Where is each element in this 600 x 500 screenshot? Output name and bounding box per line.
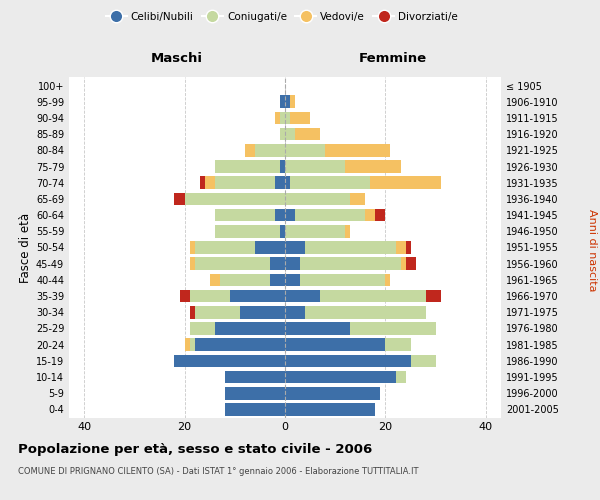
Bar	[225, 387, 285, 400]
Bar	[305, 306, 425, 318]
Legend: Celibi/Nubili, Coniugati/e, Vedovi/e, Divorziati/e: Celibi/Nubili, Coniugati/e, Vedovi/e, Di…	[101, 8, 463, 26]
Bar	[230, 290, 285, 302]
Bar	[255, 241, 285, 254]
Bar	[220, 274, 270, 286]
Bar	[280, 225, 285, 237]
Bar	[285, 112, 290, 124]
Bar	[215, 176, 275, 189]
Bar	[190, 258, 194, 270]
Bar	[190, 290, 230, 302]
Bar	[395, 370, 406, 384]
Bar	[175, 192, 185, 205]
Text: Anni di nascita: Anni di nascita	[587, 209, 597, 291]
Bar	[190, 322, 215, 335]
Bar	[275, 112, 280, 124]
Bar	[285, 96, 290, 108]
Bar	[285, 387, 380, 400]
Text: COMUNE DI PRIGNANO CILENTO (SA) - Dati ISTAT 1° gennaio 2006 - Elaborazione TUTT: COMUNE DI PRIGNANO CILENTO (SA) - Dati I…	[18, 468, 419, 476]
Bar	[365, 209, 376, 222]
Bar	[285, 290, 320, 302]
Bar	[285, 144, 325, 156]
Bar	[290, 176, 370, 189]
Bar	[280, 128, 285, 140]
Bar	[285, 338, 385, 351]
Bar	[225, 403, 285, 415]
Bar	[350, 322, 436, 335]
Bar	[395, 241, 406, 254]
Bar	[290, 96, 295, 108]
Bar	[300, 274, 385, 286]
Bar	[285, 225, 345, 237]
Bar	[345, 225, 350, 237]
Bar	[190, 241, 194, 254]
Bar	[194, 241, 255, 254]
Bar	[185, 192, 285, 205]
Bar	[190, 306, 194, 318]
Bar	[290, 112, 310, 124]
Bar	[285, 322, 350, 335]
Bar	[225, 370, 285, 384]
Bar	[295, 209, 365, 222]
Bar	[190, 338, 194, 351]
Bar	[285, 306, 305, 318]
Bar	[194, 338, 285, 351]
Bar	[215, 322, 285, 335]
Bar	[240, 306, 285, 318]
Bar	[285, 192, 350, 205]
Bar	[285, 209, 295, 222]
Bar	[280, 96, 285, 108]
Bar	[401, 258, 406, 270]
Bar	[285, 176, 290, 189]
Bar	[200, 176, 205, 189]
Bar	[350, 192, 365, 205]
Bar	[205, 176, 215, 189]
Bar	[179, 290, 190, 302]
Bar	[376, 209, 385, 222]
Text: Popolazione per età, sesso e stato civile - 2006: Popolazione per età, sesso e stato civil…	[18, 442, 372, 456]
Bar	[194, 258, 270, 270]
Bar	[406, 241, 410, 254]
Bar	[245, 144, 255, 156]
Bar	[345, 160, 401, 173]
Bar	[325, 144, 391, 156]
Text: Maschi: Maschi	[151, 52, 203, 64]
Bar	[215, 160, 280, 173]
Bar	[285, 128, 295, 140]
Bar	[215, 209, 275, 222]
Bar	[270, 258, 285, 270]
Bar	[280, 112, 285, 124]
Bar	[410, 354, 436, 367]
Bar	[300, 258, 401, 270]
Bar	[285, 403, 376, 415]
Bar	[280, 160, 285, 173]
Bar	[275, 209, 285, 222]
Bar	[385, 274, 391, 286]
Bar	[305, 241, 395, 254]
Bar	[285, 274, 300, 286]
Bar	[385, 338, 410, 351]
Bar	[285, 354, 410, 367]
Bar	[285, 258, 300, 270]
Bar	[270, 274, 285, 286]
Y-axis label: Fasce di età: Fasce di età	[19, 212, 32, 282]
Bar	[194, 306, 240, 318]
Bar	[275, 176, 285, 189]
Bar	[406, 258, 416, 270]
Bar	[209, 274, 220, 286]
Bar	[295, 128, 320, 140]
Bar	[285, 370, 395, 384]
Bar	[370, 176, 441, 189]
Bar	[185, 338, 190, 351]
Text: Femmine: Femmine	[359, 52, 427, 64]
Bar	[320, 290, 425, 302]
Bar	[215, 225, 280, 237]
Bar	[255, 144, 285, 156]
Bar	[175, 354, 285, 367]
Bar	[285, 241, 305, 254]
Bar	[425, 290, 441, 302]
Bar	[285, 160, 345, 173]
